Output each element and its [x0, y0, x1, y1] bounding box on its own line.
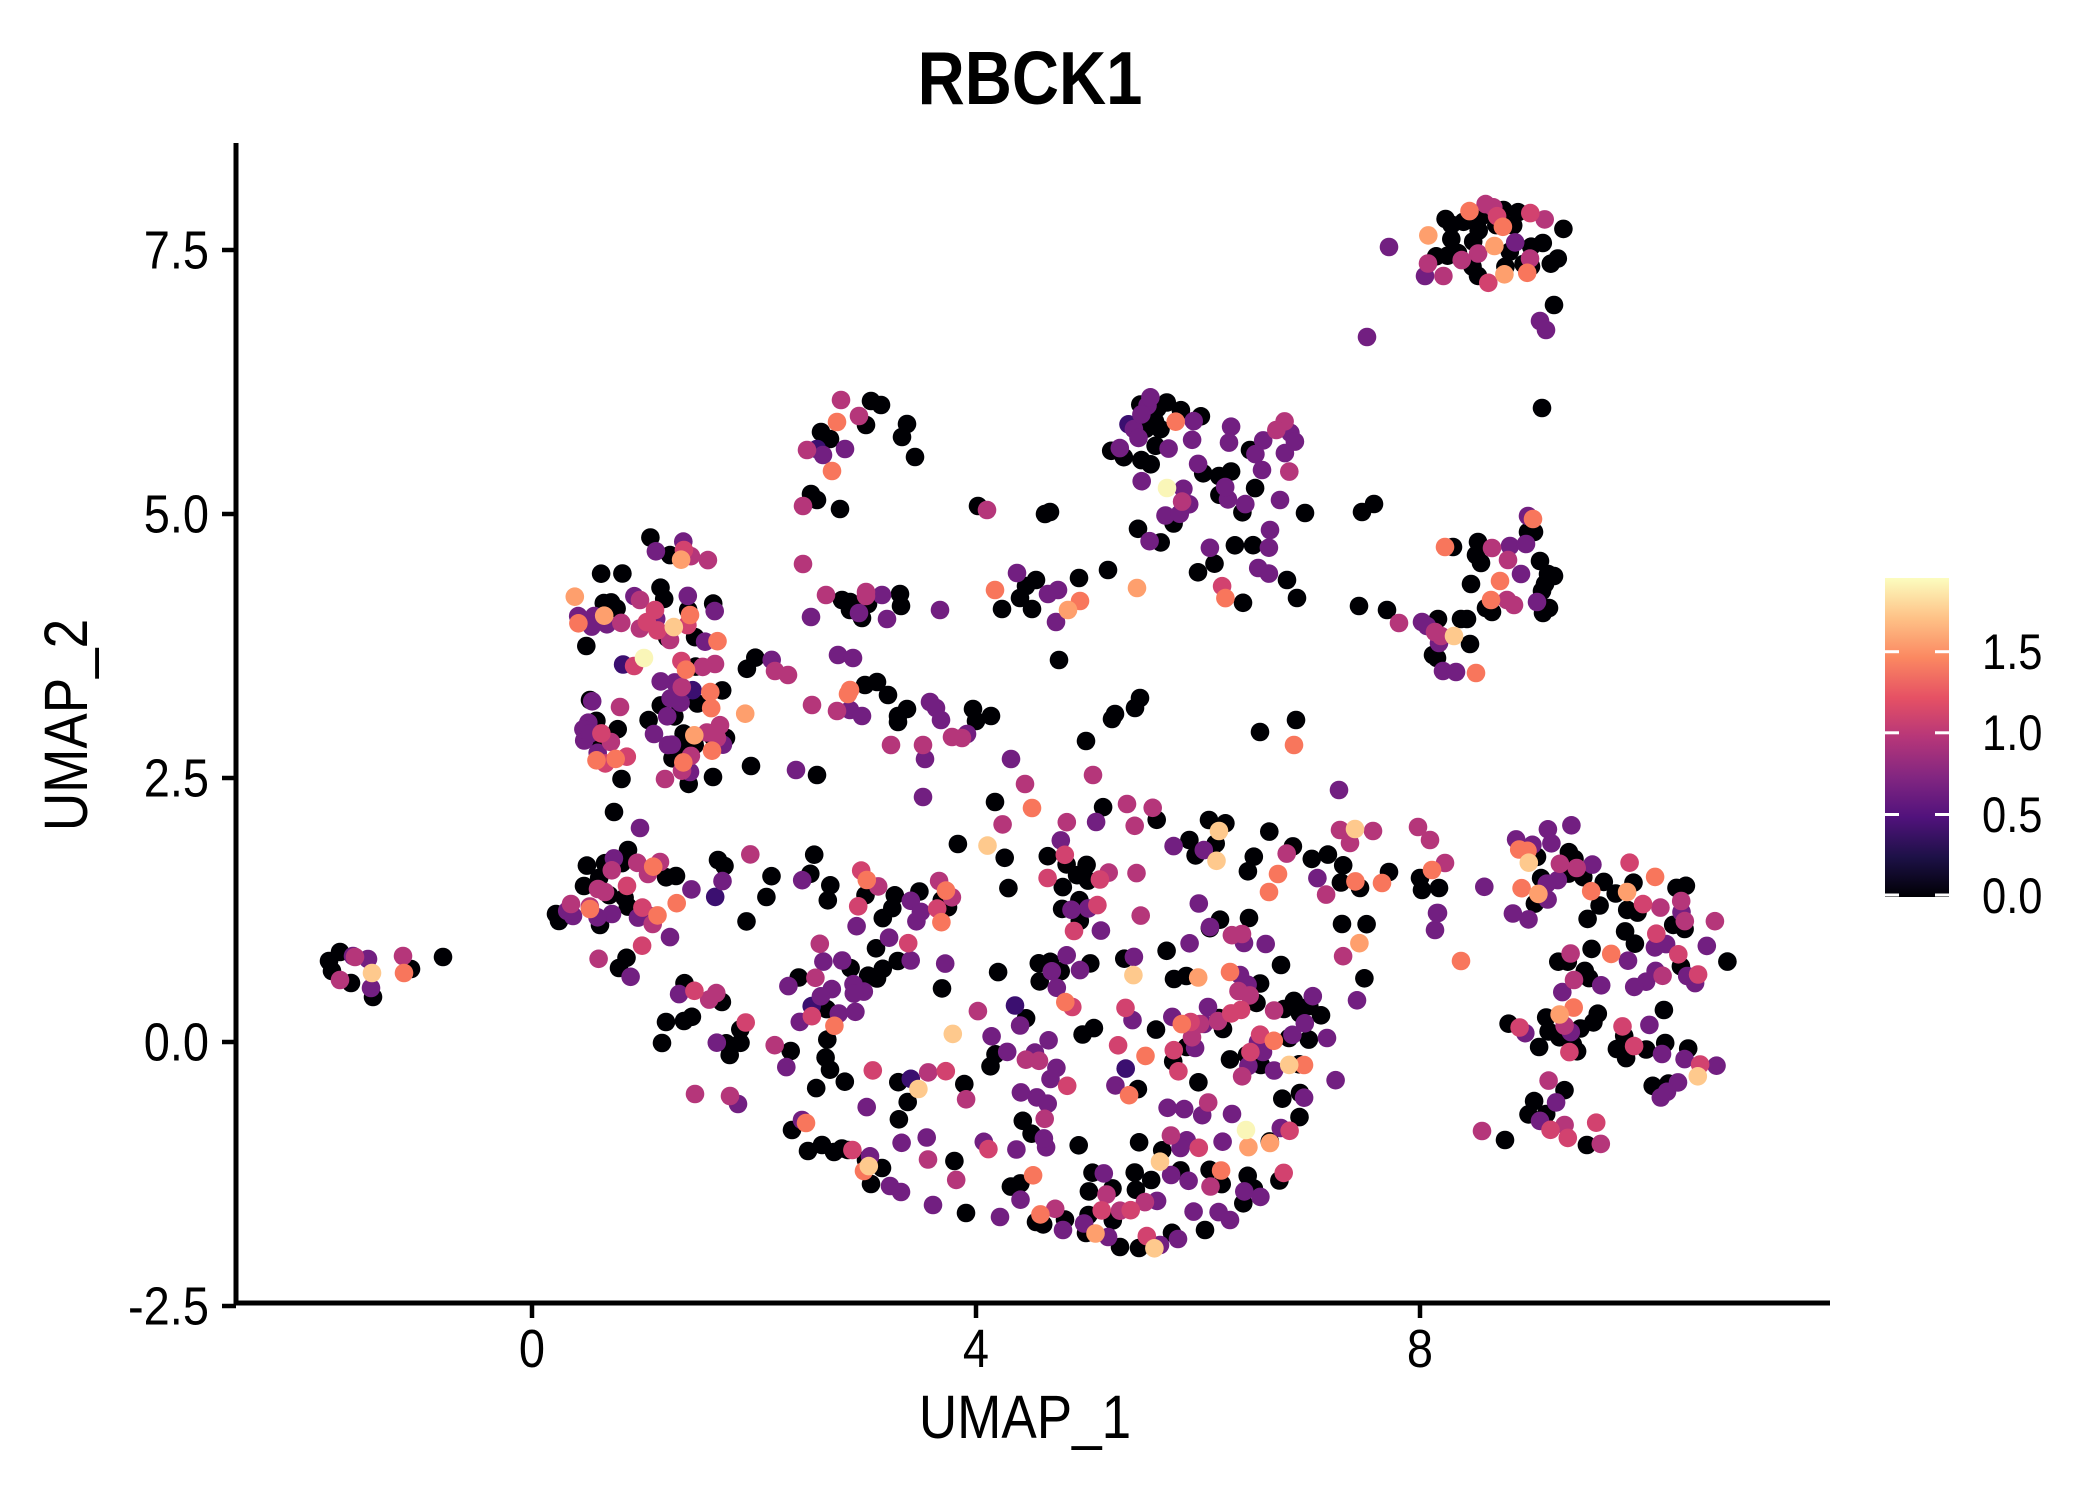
svg-text:1.5: 1.5	[1982, 624, 2042, 679]
svg-text:5.0: 5.0	[144, 483, 209, 544]
svg-text:RBCK1: RBCK1	[918, 36, 1143, 120]
svg-text:1.0: 1.0	[1982, 705, 2042, 760]
svg-text:0: 0	[519, 1318, 545, 1379]
svg-text:0.0: 0.0	[1982, 868, 2042, 923]
svg-text:0.5: 0.5	[1982, 787, 2042, 842]
svg-text:4: 4	[963, 1318, 989, 1379]
svg-text:UMAP_1: UMAP_1	[919, 1384, 1131, 1452]
svg-text:-2.5: -2.5	[128, 1275, 209, 1336]
svg-text:0.0: 0.0	[144, 1011, 209, 1072]
svg-text:2.5: 2.5	[144, 747, 209, 808]
svg-text:7.5: 7.5	[144, 219, 209, 280]
svg-text:8: 8	[1407, 1318, 1433, 1379]
svg-text:UMAP_2: UMAP_2	[33, 619, 101, 831]
